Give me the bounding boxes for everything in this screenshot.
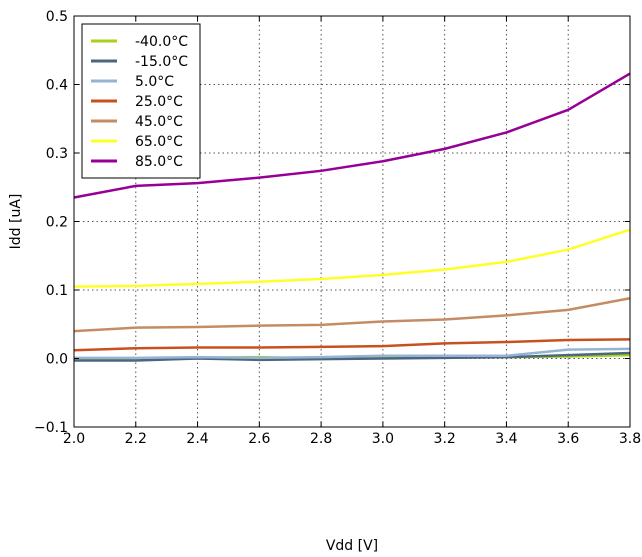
x-tick-label: 3.2 [434,431,456,447]
y-axis-label: Idd [uA] [8,194,24,250]
series-line-6 [73,72,631,199]
x-tick-label: 3.8 [619,431,641,447]
legend-label: 5.0°C [135,74,174,90]
x-tick-label: 2.6 [248,431,270,447]
y-tick-label: −0.1 [34,420,68,436]
x-tick-label: 2.8 [310,431,332,447]
x-tick-label: 3.6 [557,431,579,447]
y-tick-label: 0.3 [46,146,68,162]
legend-label: 85.0°C [135,154,183,170]
axis-ticks: 2.0 2.2 2.4 2.6 2.8 3.0 3.2 3.4 3.6 3.8 −0.1 0.0 0.1… [34,9,641,447]
legend-label: 65.0°C [135,134,183,150]
y-tick-label: 0.0 [46,352,68,368]
legend-label: -15.0°C [135,54,188,70]
series-lines [73,72,631,362]
series-line-3 [73,338,631,352]
legend-label: 25.0°C [135,94,183,110]
series-line-5 [73,228,631,288]
y-tick-label: 0.4 [46,78,68,94]
x-tick-label: 2.0 [63,431,85,447]
x-tick-label: 3.4 [495,431,517,447]
legend-label: -40.0°C [135,34,188,50]
x-tick-label: 2.2 [125,431,147,447]
y-tick-label: 0.1 [46,283,68,299]
y-tick-label: 0.5 [46,9,68,25]
series-line-2 [74,347,631,360]
y-tick-label: 0.2 [46,215,68,231]
x-tick-label: 3.0 [372,431,394,447]
x-tick-label: 2.4 [186,431,208,447]
legend-label: 45.0°C [135,114,183,130]
series-line-1 [74,351,631,362]
x-axis-label: Vdd [V] [326,538,378,554]
legend: -40.0°C -15.0°C 5.0°C 25.0°C 45.0°C 65.0°C 85.… [81,23,201,179]
series-line-4 [73,296,631,333]
